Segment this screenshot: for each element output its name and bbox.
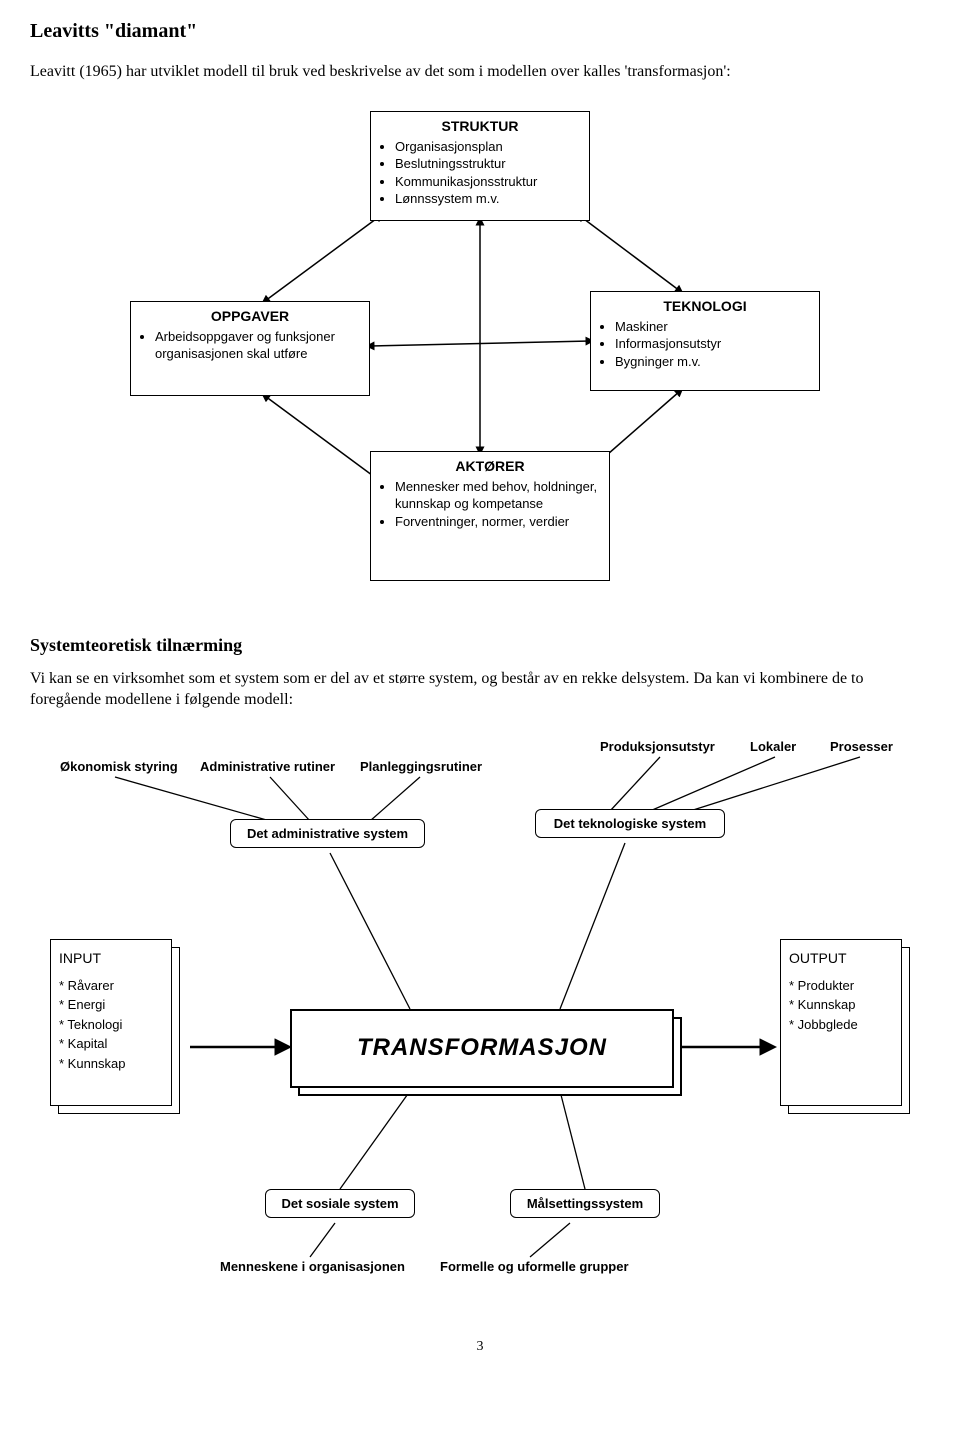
admin-system-box: Det administrative system — [230, 819, 425, 848]
list-item: * Kapital — [59, 1034, 163, 1054]
aktorer-title: AKTØRER — [381, 458, 599, 474]
oppgaver-box: OPPGAVER Arbeidsoppgaver og funksjoner o… — [130, 301, 370, 396]
top-label: Lokaler — [750, 739, 796, 754]
top-label: Prosesser — [830, 739, 893, 754]
teknologi-list: Maskiner Informasjonsutstyr Bygninger m.… — [601, 318, 809, 371]
top-label: Produksjonsutstyr — [600, 739, 715, 754]
list-item: Informasjonsutstyr — [615, 335, 809, 353]
list-item: * Kunnskap — [789, 995, 893, 1015]
output-box: OUTPUT * Produkter * Kunnskap * Jobbgled… — [780, 939, 910, 1114]
struktur-box: STRUKTUR Organisasjonsplan Beslutningsst… — [370, 111, 590, 221]
input-title: INPUT — [59, 950, 163, 966]
list-item: Maskiner — [615, 318, 809, 336]
sosiale-system-box: Det sosiale system — [265, 1189, 415, 1218]
page-number: 3 — [30, 1339, 930, 1355]
transformasjon-label: TRANSFORMASJON — [357, 1034, 607, 1062]
top-label: Administrative rutiner — [200, 759, 335, 774]
top-label: Økonomisk styring — [60, 759, 178, 774]
aktorer-box: AKTØRER Mennesker med behov, holdninger,… — [370, 451, 610, 581]
input-list: * Råvarer * Energi * Teknologi * Kapital… — [59, 976, 163, 1074]
oppgaver-title: OPPGAVER — [141, 308, 359, 324]
list-item: * Produkter — [789, 976, 893, 996]
list-item: * Jobbglede — [789, 1015, 893, 1035]
list-item: Bygninger m.v. — [615, 353, 809, 371]
output-list: * Produkter * Kunnskap * Jobbglede — [789, 976, 893, 1035]
struktur-title: STRUKTUR — [381, 118, 579, 134]
list-item: Beslutningsstruktur — [395, 155, 579, 173]
list-item: Lønnssystem m.v. — [395, 190, 579, 208]
list-item: * Teknologi — [59, 1015, 163, 1035]
top-label: Planleggingsrutiner — [360, 759, 482, 774]
paragraph-2: Vi kan se en virksomhet som et system so… — [30, 668, 930, 711]
list-item: Organisasjonsplan — [395, 138, 579, 156]
list-item: Arbeidsoppgaver og funksjoner organisasj… — [155, 328, 359, 363]
list-item: * Råvarer — [59, 976, 163, 996]
page-title: Leavitts "diamant" — [30, 20, 930, 43]
section-subtitle: Systemteoretisk tilnærming — [30, 635, 930, 656]
struktur-list: Organisasjonsplan Beslutningsstruktur Ko… — [381, 138, 579, 208]
bottom-label: Formelle og uformelle grupper — [440, 1259, 629, 1274]
leavitt-diamond-diagram: STRUKTUR Organisasjonsplan Beslutningsst… — [110, 101, 850, 611]
system-model-diagram: Økonomisk styring Administrative rutiner… — [40, 729, 920, 1309]
aktorer-list: Mennesker med behov, holdninger, kunnska… — [381, 478, 599, 531]
list-item: Forventninger, normer, verdier — [395, 513, 599, 531]
oppgaver-list: Arbeidsoppgaver og funksjoner organisasj… — [141, 328, 359, 363]
maalsetting-system-box: Målsettingssystem — [510, 1189, 660, 1218]
input-box: INPUT * Råvarer * Energi * Teknologi * K… — [50, 939, 180, 1114]
list-item: Kommunikasjonsstruktur — [395, 173, 579, 191]
list-item: * Kunnskap — [59, 1054, 163, 1074]
teknologi-title: TEKNOLOGI — [601, 298, 809, 314]
transformasjon-box: TRANSFORMASJON — [290, 1009, 670, 1084]
list-item: * Energi — [59, 995, 163, 1015]
intro-paragraph: Leavitt (1965) har utviklet modell til b… — [30, 61, 930, 83]
list-item: Mennesker med behov, holdninger, kunnska… — [395, 478, 599, 513]
tekno-system-box: Det teknologiske system — [535, 809, 725, 838]
output-title: OUTPUT — [789, 950, 893, 966]
teknologi-box: TEKNOLOGI Maskiner Informasjonsutstyr By… — [590, 291, 820, 391]
bottom-label: Menneskene i organisasjonen — [220, 1259, 405, 1274]
